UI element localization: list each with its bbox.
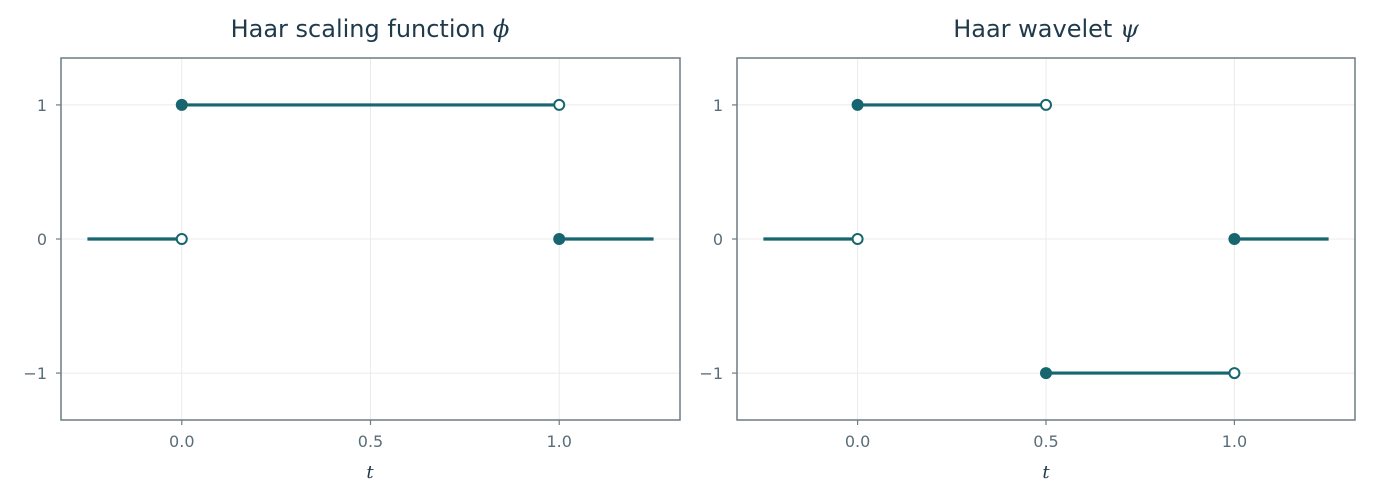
closed-endpoint xyxy=(175,98,188,111)
x-tick-label: 0.0 xyxy=(845,432,870,451)
y-tick-label: −1 xyxy=(699,364,723,383)
closed-endpoint xyxy=(1228,233,1241,245)
open-endpoint xyxy=(175,233,188,245)
y-tick-label: 1 xyxy=(37,96,47,115)
y-tick-label: 0 xyxy=(713,230,723,249)
x-axis-label: t xyxy=(366,462,374,483)
x-tick-label: 0.0 xyxy=(169,432,194,451)
chart-title: Haar scaling function ϕ xyxy=(231,15,510,43)
panel-scaling-function: Haar scaling function ϕ 0.0 0.5 1.0 1 0 −1 t xyxy=(23,15,681,483)
open-endpoint xyxy=(553,98,566,111)
open-endpoint xyxy=(1040,98,1052,111)
chart-title: Haar wavelet ψ xyxy=(953,15,1140,43)
closed-endpoint xyxy=(1040,367,1052,380)
plot-area: 0.0 0.5 1.0 1 0 −1 xyxy=(699,57,1356,451)
panel-wavelet: Haar wavelet ψ 0.0 0.5 1.0 1 0 −1 t xyxy=(699,15,1356,483)
x-axis-label: t xyxy=(1042,462,1050,483)
open-endpoint xyxy=(1228,367,1241,380)
open-endpoint xyxy=(851,233,864,245)
y-tick-label: 1 xyxy=(713,96,723,115)
x-tick-label: 0.5 xyxy=(1033,432,1058,451)
x-tick-label: 0.5 xyxy=(358,432,383,451)
plot-area: 0.0 0.5 1.0 1 0 −1 xyxy=(23,57,681,451)
y-tick-label: 0 xyxy=(37,230,47,249)
y-tick-label: −1 xyxy=(23,364,47,383)
closed-endpoint xyxy=(851,98,864,111)
x-tick-label: 1.0 xyxy=(546,432,571,451)
x-tick-label: 1.0 xyxy=(1222,432,1247,451)
closed-endpoint xyxy=(553,233,566,245)
